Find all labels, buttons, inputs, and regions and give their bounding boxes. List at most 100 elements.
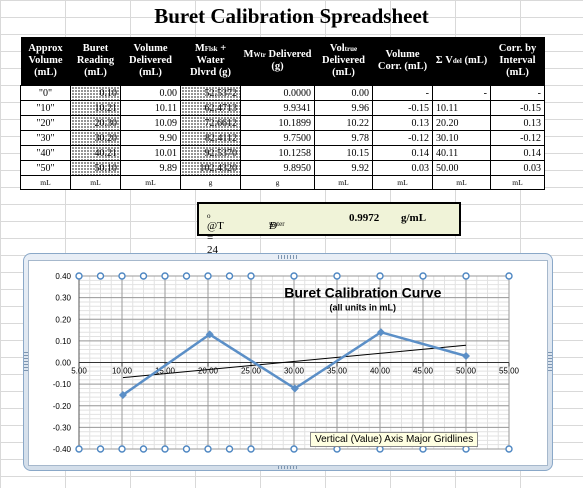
table-row: "30" 30.20 9.90 82.4112 9.7500 9.78 -0.1… [20,130,545,146]
cell-mwtr[interactable]: 9.9341 [240,100,315,116]
y-tick-label: -0.20 [53,402,72,411]
chart-title[interactable]: Buret Calibration Curve [284,285,441,301]
selection-handle [290,272,298,280]
unit-cell[interactable]: g [240,175,315,190]
unit-cell[interactable]: mL [314,175,373,190]
cell-interval[interactable]: 0.14 [490,145,545,161]
cell-buret[interactable]: 20.30 [70,115,121,131]
bottom-resize-handle[interactable] [278,465,298,469]
cell-buret[interactable]: 40.21 [70,145,121,161]
header-sum-v[interactable]: Σ Vdel (mL) [432,37,491,86]
cell-voltrue[interactable]: 9.96 [314,100,373,116]
cell-interval[interactable]: - [490,85,545,101]
cell-corr[interactable]: 0.13 [372,115,433,131]
cell-mflsk[interactable]: 72.6612 [180,115,241,131]
header-approx-volume[interactable]: Approx Volume (mL) [20,37,71,86]
x-tick-label: 15.00 [155,367,176,376]
cell-approx[interactable]: "50" [20,160,71,176]
cell-voltrue[interactable]: 9.78 [314,130,373,146]
header-vol-true[interactable]: Voltrue Delivered (mL) [314,37,373,86]
cell-interval[interactable]: -0.12 [490,130,545,146]
cell-corr[interactable]: -0.15 [372,100,433,116]
temperature-text: @T = 24 [207,220,224,256]
cell-vol[interactable]: 10.01 [120,145,181,161]
cell-voltrue[interactable]: 10.22 [314,115,373,131]
chart-frame[interactable]: 0.40 0.30 0.20 0.10 0.00 -0.10 -0.20 -0.30 -0.40… [23,253,553,471]
cell-mwtr[interactable]: 0.0000 [240,85,315,101]
calibration-chart[interactable]: 0.40 0.30 0.20 0.10 0.00 -0.10 -0.20 -0.30 -0.40… [29,261,547,465]
cell-vol[interactable]: 10.11 [120,100,181,116]
selection-handle [333,272,341,280]
cell-interval[interactable]: 0.13 [490,115,545,131]
header-m-water[interactable]: MWtr Delivered (g) [240,37,315,86]
y-tick-label: 0.40 [55,272,71,281]
cell-corr[interactable]: 0.03 [372,160,433,176]
cell-buret[interactable]: 0.10 [70,85,121,101]
cell-voltrue[interactable]: 9.92 [314,160,373,176]
density-value[interactable]: 0.9972 [349,212,380,224]
cell-approx[interactable]: "0" [20,85,71,101]
cell-sumv[interactable]: 50.00 [432,160,491,176]
cell-interval[interactable]: -0.15 [490,100,545,116]
header-volume-delivered[interactable]: Volume Delivered (mL) [120,37,181,86]
cell-sumv[interactable]: 20.20 [432,115,491,131]
cell-mflsk[interactable]: 82.4112 [180,130,241,146]
cell-approx[interactable]: "30" [20,130,71,146]
unit-cell[interactable]: mL [372,175,433,190]
unit-cell[interactable]: g [180,175,241,190]
header-volume-corr[interactable]: Volume Corr. (mL) [372,37,433,86]
cell-approx[interactable]: "10" [20,100,71,116]
selection-handle [505,272,513,280]
cell-approx[interactable]: "20" [20,115,71,131]
cell-mwtr[interactable]: 9.7500 [240,130,315,146]
cell-buret[interactable]: 30.20 [70,130,121,146]
cell-sumv[interactable]: 40.11 [432,145,491,161]
x-tick-label: 5.00 [71,367,87,376]
cell-mwtr[interactable]: 10.1258 [240,145,315,161]
unit-cell[interactable]: mL [490,175,545,190]
cell-sumv[interactable]: 10.11 [432,100,491,116]
cell-mflsk[interactable]: 62.4713 [180,100,241,116]
cell-buret[interactable]: 50.10 [70,160,121,176]
cell-corr[interactable]: 0.14 [372,145,433,161]
header-buret-reading[interactable]: Buret Reading (mL) [70,37,121,86]
cell-vol[interactable]: 9.89 [120,160,181,176]
density-sub: water [269,220,285,228]
header-m-flask[interactable]: MFlsk + Water Dlvrd (g) [180,37,241,86]
cell-voltrue[interactable]: 10.15 [314,145,373,161]
unit-cell[interactable]: mL [120,175,181,190]
header-corr-by-interval[interactable]: Corr. by Interval (mL) [490,37,545,86]
cell-mflsk[interactable]: 102.4320 [180,160,241,176]
x-tick-label: 45.00 [413,367,434,376]
cell-buret[interactable]: 10.21 [70,100,121,116]
header-m-water-main: M [243,49,254,60]
cell-voltrue[interactable]: 0.00 [314,85,373,101]
cell-vol[interactable]: 9.90 [120,130,181,146]
cell-vol[interactable]: 0.00 [120,85,181,101]
top-resize-handle[interactable] [278,255,298,259]
cell-corr[interactable]: -0.12 [372,130,433,146]
cell-mwtr[interactable]: 10.1899 [240,115,315,131]
y-tick-label: 0.00 [55,359,71,368]
right-resize-handle[interactable] [548,352,552,372]
cell-mwtr[interactable]: 9.8950 [240,160,315,176]
cell-approx[interactable]: "40" [20,145,71,161]
cell-corr[interactable]: - [372,85,433,101]
cell-mflsk[interactable]: 52.5372 [180,85,241,101]
unit-cell[interactable]: mL [70,175,121,190]
unit-cell[interactable]: mL [20,175,71,190]
cell-mflsk[interactable]: 92.5370 [180,145,241,161]
cell-interval[interactable]: 0.03 [490,160,545,176]
chart-subtitle[interactable]: (all units in mL) [330,303,397,313]
unit-cell[interactable]: mL [432,175,491,190]
cell-sumv[interactable]: 30.10 [432,130,491,146]
cell-sumv[interactable]: - [432,85,491,101]
left-resize-handle[interactable] [24,352,28,372]
chart-area[interactable]: 0.40 0.30 0.20 0.10 0.00 -0.10 -0.20 -0.30 -0.40… [28,260,548,466]
cell-vol[interactable]: 10.09 [120,115,181,131]
density-main: D [269,220,277,232]
selection-handle [139,445,148,453]
data-point [462,352,470,361]
table-row: "50" 50.10 9.89 102.4320 9.8950 9.92 0.0… [20,160,545,176]
